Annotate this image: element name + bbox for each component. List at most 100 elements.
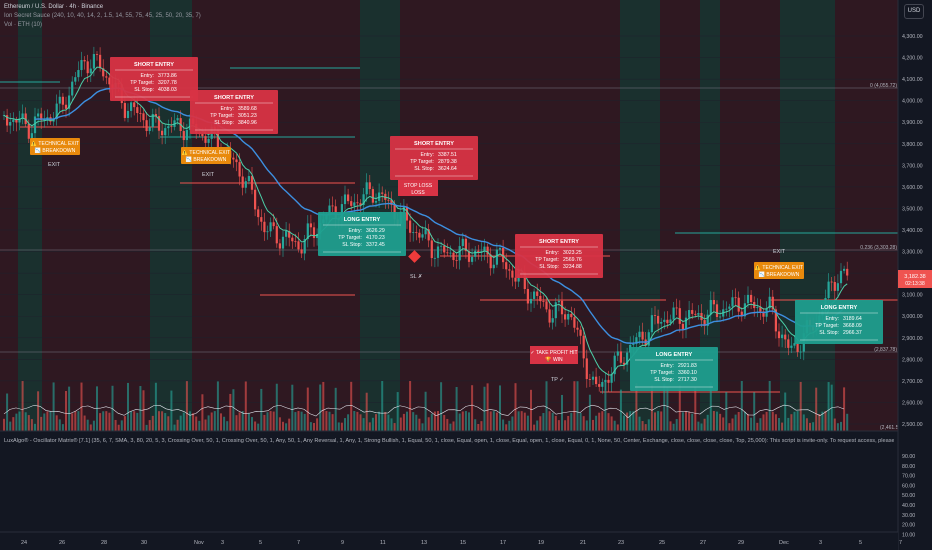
currency-button[interactable]: USD bbox=[904, 4, 924, 19]
candle-body bbox=[706, 314, 709, 327]
exit-line-1: ⚠️ TECHNICAL EXIT bbox=[755, 264, 803, 271]
volume-bar bbox=[99, 413, 102, 431]
candle-body bbox=[15, 119, 18, 123]
volume-bar bbox=[412, 412, 415, 431]
candle-body bbox=[725, 308, 728, 310]
volume-bar bbox=[387, 414, 390, 431]
volume-bar bbox=[92, 420, 95, 431]
box-field-label: TP Target: bbox=[410, 159, 434, 165]
candle-body bbox=[350, 201, 353, 206]
candle-body bbox=[564, 314, 567, 320]
volume-bar bbox=[576, 381, 579, 431]
candle-body bbox=[505, 262, 508, 270]
candle-body bbox=[145, 120, 148, 132]
volume-bar bbox=[588, 394, 591, 431]
candle-body bbox=[254, 189, 257, 210]
volume-bar bbox=[226, 421, 229, 431]
indicator-legend-2[interactable]: Vol · ETH (10) bbox=[4, 22, 43, 28]
volume-bar bbox=[468, 412, 470, 431]
volume-bar bbox=[68, 386, 71, 431]
volume-bar bbox=[375, 414, 377, 431]
candle-body bbox=[449, 252, 452, 254]
volume-bar bbox=[192, 413, 195, 431]
candle-body bbox=[529, 298, 533, 304]
candle-body bbox=[185, 129, 188, 141]
volume-bar bbox=[678, 385, 681, 431]
candle-body bbox=[105, 76, 108, 78]
volume-bar bbox=[492, 411, 495, 431]
time-axis[interactable]: 24 26 28 30 Nov 3 5 7 9 11 13 15 17 19 21 23 25 27 29 Dec 3 5… bbox=[0, 531, 902, 550]
volume-bar bbox=[526, 415, 529, 431]
indicator-legend-1[interactable]: Ion Secret Sauce (240, 10, 40, 14, 2, 1.… bbox=[4, 13, 201, 19]
volume-bar bbox=[331, 414, 334, 431]
oscillator-legend[interactable]: LuxAlgo® - Oscillator Matrix® [7.1] (35,… bbox=[4, 438, 894, 444]
volume-bar bbox=[164, 413, 167, 431]
candle-body bbox=[734, 297, 737, 299]
candle-body bbox=[139, 113, 142, 114]
candle-body bbox=[21, 113, 24, 119]
annotations: SHORT ENTRY Entry: 3773.86 TP Target: 3207.7… bbox=[30, 57, 883, 391]
candle-body bbox=[790, 345, 793, 348]
candle-body bbox=[154, 114, 157, 117]
volume-bar bbox=[756, 422, 759, 431]
volume-bar bbox=[300, 411, 303, 431]
ema-lines bbox=[3, 66, 848, 376]
symbol-title[interactable]: Ethereum / U.S. Dollar · 4h · Binance bbox=[4, 4, 104, 10]
ema-slow-line bbox=[34, 87, 848, 344]
volume-bar bbox=[247, 413, 250, 431]
volume-bar bbox=[12, 417, 15, 431]
candle-body bbox=[833, 282, 836, 291]
candle-body bbox=[18, 118, 21, 123]
volume-bar bbox=[37, 391, 40, 431]
candle-body bbox=[455, 260, 458, 261]
osc-tick-label: 80.00 bbox=[902, 464, 915, 470]
volume-bar bbox=[154, 382, 157, 431]
candle-body bbox=[58, 96, 61, 104]
price-tick-label: 3,400.00 bbox=[902, 228, 923, 234]
volume-bar bbox=[781, 422, 784, 431]
volume-bars bbox=[3, 381, 849, 431]
volume-bar bbox=[523, 412, 526, 431]
box-field-value: 3387.51 bbox=[438, 152, 457, 158]
fib-bottom-label: (2,461.56) bbox=[880, 425, 903, 431]
osc-tick-label: 60.00 bbox=[902, 483, 915, 489]
box-field-label: SL Stop: bbox=[539, 264, 559, 270]
volume-bar bbox=[189, 411, 191, 431]
time-tick-label: Nov bbox=[194, 540, 204, 546]
candle-body bbox=[157, 116, 161, 131]
time-tick-label: 30 bbox=[141, 540, 147, 546]
volume-bar bbox=[539, 416, 542, 431]
candle-body bbox=[604, 379, 607, 383]
candle-body bbox=[709, 300, 712, 315]
time-tick-label: 3 bbox=[221, 540, 224, 546]
volume-bar bbox=[275, 383, 278, 431]
price-axis[interactable]: 4,300.00 4,200.00 4,100.00 4,000.00 3,900.00… bbox=[897, 0, 932, 550]
volume-bar bbox=[449, 423, 452, 431]
candle-body bbox=[238, 162, 241, 177]
candle-body bbox=[164, 128, 167, 136]
volume-bar bbox=[223, 416, 226, 431]
candle-body bbox=[142, 113, 145, 121]
candle-body bbox=[799, 351, 802, 353]
candle-body bbox=[405, 206, 409, 221]
candle-body bbox=[443, 245, 446, 253]
volume-bar bbox=[846, 413, 849, 431]
candle-body bbox=[312, 227, 316, 239]
candle-body bbox=[427, 229, 430, 241]
volume-bar bbox=[502, 419, 505, 431]
box-field-value: 2921.83 bbox=[678, 363, 697, 369]
time-tick-label: 15 bbox=[460, 540, 466, 546]
candle-body bbox=[316, 233, 319, 239]
candle-body bbox=[170, 126, 173, 128]
candle-body bbox=[675, 307, 678, 309]
fib-label: (2,837.78) bbox=[874, 347, 897, 353]
volume-bar bbox=[368, 422, 371, 431]
candle-body bbox=[232, 157, 235, 160]
candle-body bbox=[632, 343, 635, 345]
zone-band bbox=[780, 0, 835, 431]
volume-bar bbox=[359, 414, 362, 431]
candle-body bbox=[762, 311, 765, 317]
price-tick-label: 3,300.00 bbox=[902, 250, 923, 256]
candle-body bbox=[464, 238, 467, 252]
